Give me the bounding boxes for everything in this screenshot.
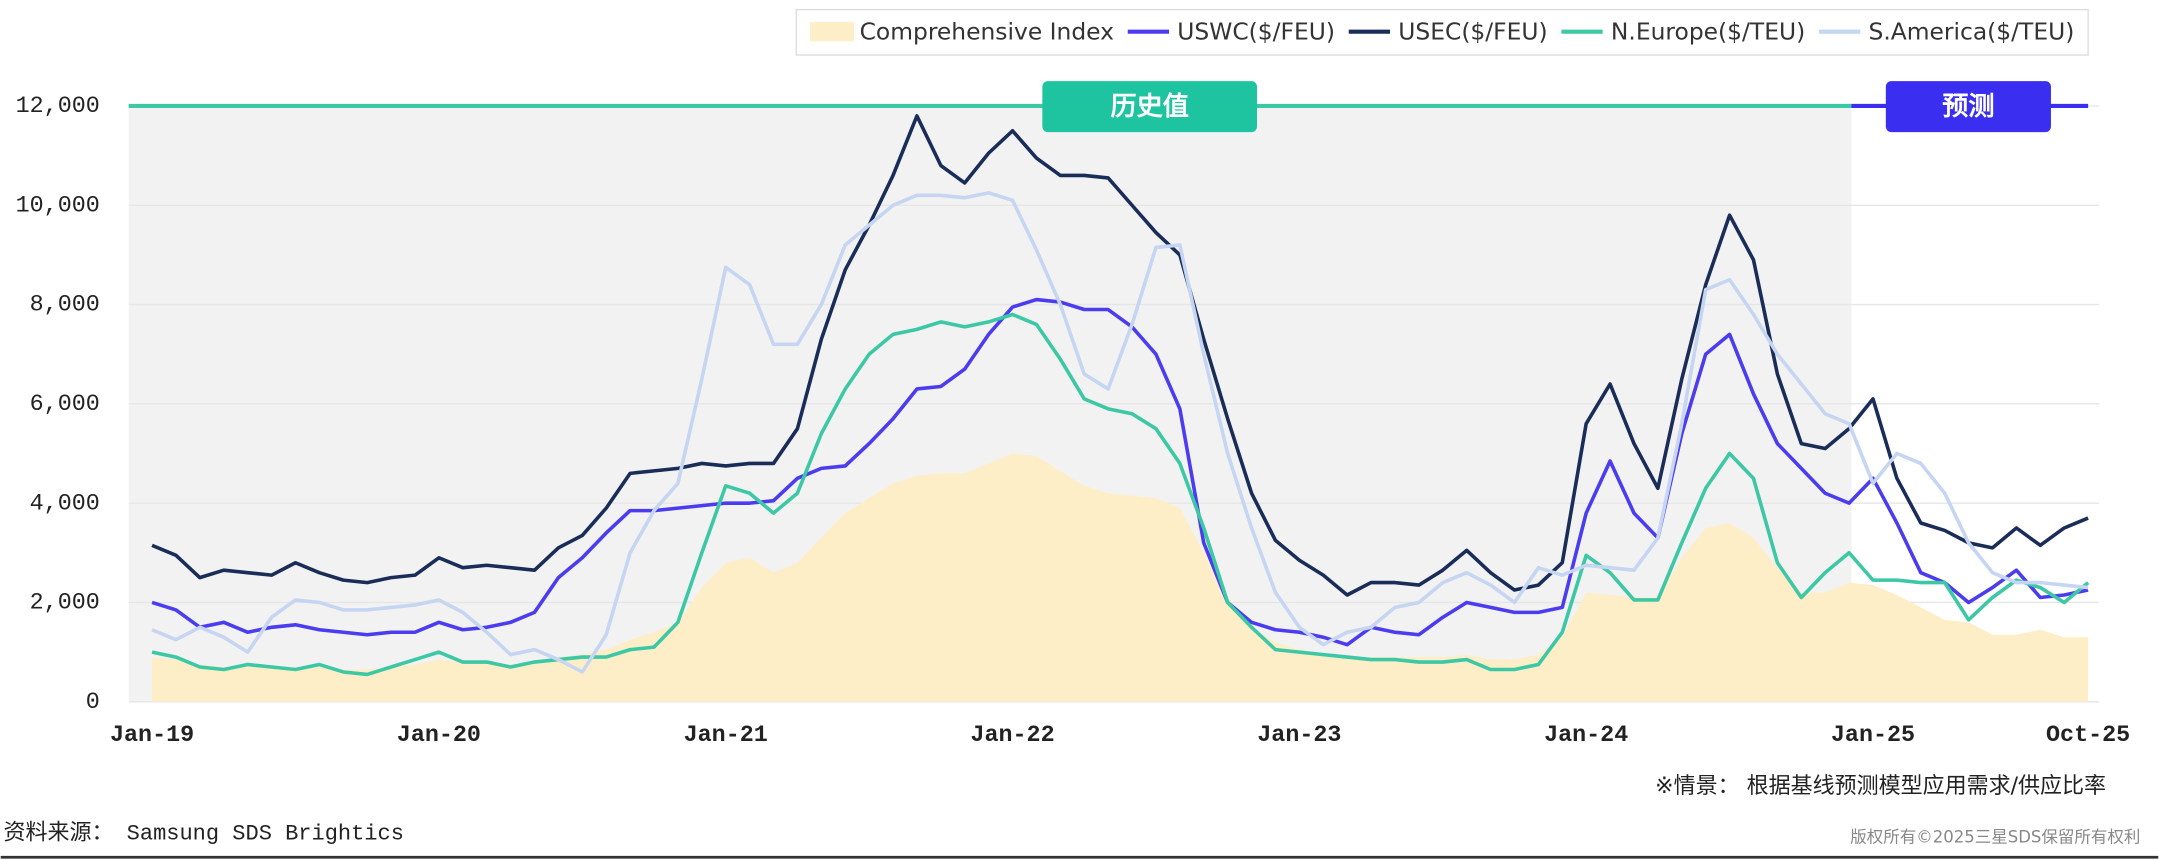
scenario-note: ※情景： 根据基线预测模型应用需求/供应比率 [1655, 774, 2106, 799]
source: 资料来源： Samsung SDS Brightics [3, 821, 403, 847]
legend [795, 8, 2089, 56]
y-tick-label: 12,000 [16, 94, 100, 120]
y-tick-label: 10,000 [16, 193, 100, 219]
forecast-label: 预测 [1942, 92, 1994, 122]
y-tick-label: 6,000 [30, 392, 100, 418]
legend-label: USEC($/FEU) [1398, 18, 1547, 46]
legend-label: Comprehensive Index [860, 18, 1115, 46]
legend-label: S.America($/TEU) [1869, 18, 2075, 46]
history-badge [1042, 81, 1258, 133]
legend-label: USWC($/FEU) [1177, 18, 1335, 46]
x-tick-label: Jan-21 [684, 723, 768, 749]
line [151, 114, 2089, 597]
x-tick-label: Jan-20 [397, 723, 481, 749]
history-label: 历史值 [1110, 92, 1188, 122]
y-tick-label: 8,000 [30, 293, 100, 319]
line [151, 312, 2090, 677]
x-tick-label: Jan-23 [1257, 723, 1341, 749]
x-tick-label: Jan-19 [110, 723, 194, 749]
x-tick-label: Jan-22 [970, 723, 1054, 749]
y-tick-label: 4,000 [30, 491, 100, 517]
plot [151, 114, 2090, 702]
y-tick-label: 0 [86, 690, 100, 716]
x-tick-label: Jan-24 [1544, 723, 1628, 749]
y-tick-label: 2,000 [30, 591, 100, 617]
line [151, 191, 2089, 674]
x-tick-label: Oct-25 [2046, 723, 2130, 749]
forecast-badge [1885, 81, 2051, 133]
area [152, 453, 2089, 702]
legend-items: Comprehensive Index USWC($/FEU) USEC($/FEU… [810, 18, 2074, 46]
copyright: 版权所有©2025三星SDS保留所有权利 [1850, 827, 2140, 846]
x-tick-label: Jan-25 [1831, 723, 1915, 749]
line [151, 297, 2089, 647]
legend-label: N.Europe($/TEU) [1611, 18, 1805, 46]
legend-swatch [810, 22, 855, 42]
